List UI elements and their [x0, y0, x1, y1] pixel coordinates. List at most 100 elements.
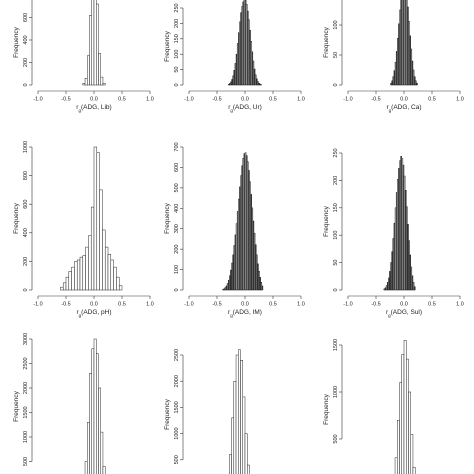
- histogram-bar: [93, 0, 97, 86]
- histogram-bar: [238, 349, 241, 474]
- y-tick-label: 0: [23, 288, 29, 291]
- histogram-bar: [118, 285, 123, 291]
- x-tick-label: -1.0: [33, 97, 42, 103]
- histogram-bar: [401, 354, 405, 474]
- histogram-bar: [102, 83, 106, 86]
- y-tick-label: 800: [23, 171, 29, 180]
- histogram-bar: [244, 433, 248, 474]
- y-tick-label: 200: [23, 58, 29, 67]
- x-tick-label: 0.0: [241, 97, 249, 103]
- x-tick-label: 0.5: [118, 302, 126, 308]
- y-tick-label: 200: [23, 257, 29, 266]
- histogram-panel-4: 0 200 400 600 800 1000 Frequency -1.0 -0.5 0.0 0.5…: [13, 141, 154, 318]
- histogram-bar: [229, 454, 232, 474]
- x-tick-label: 0.5: [428, 302, 436, 308]
- y-tick-label: 500: [174, 183, 180, 192]
- histogram-panel-6: 0 50 100 150 200 250 Frequency -1.0 -0.5 0.0 0.5 1.…: [323, 148, 464, 317]
- y-tick-label: 2000: [174, 375, 180, 387]
- y-axis-label: Frequency: [323, 26, 330, 57]
- x-tick-label: 1.0: [297, 97, 305, 103]
- y-tick-label: 200: [174, 19, 180, 28]
- y-tick-label: 300: [174, 224, 180, 233]
- y-axis-label: Frequency: [164, 30, 171, 61]
- histogram-bar: [79, 256, 84, 291]
- y-tick-label: 1000: [23, 431, 29, 443]
- y-tick-label: 500: [23, 457, 29, 466]
- x-tick-label: -1.0: [184, 302, 193, 308]
- y-tick-label: 2500: [23, 357, 29, 369]
- histogram-bar: [261, 285, 264, 291]
- y-tick-label: 250: [174, 3, 180, 12]
- histogram-bar: [93, 338, 97, 474]
- histogram-bar: [240, 360, 243, 474]
- histogram-bar: [414, 80, 417, 86]
- x-tick-label: 0.0: [90, 97, 98, 103]
- x-tick-label: 0.0: [400, 302, 408, 308]
- y-tick-label: 600: [23, 200, 29, 209]
- y-tick-label: 50: [174, 67, 180, 73]
- y-axis-label: Frequency: [13, 26, 20, 57]
- x-tick-label: -0.5: [371, 97, 380, 103]
- y-tick-label: 600: [174, 163, 180, 172]
- x-tick-label: -1.0: [343, 302, 352, 308]
- x-tick-label: -1.0: [184, 97, 193, 103]
- y-tick-label: 600: [23, 13, 29, 22]
- y-tick-label: 0: [333, 83, 339, 86]
- histogram-bar: [413, 286, 416, 291]
- histogram-panel-5: 0 100 200 300 400 500 600 700 Frequency -1.0 -0.5 0…: [164, 142, 305, 317]
- x-tick-label: -0.5: [371, 302, 380, 308]
- y-tick-label: 1500: [333, 339, 339, 351]
- y-tick-label: 0: [174, 83, 180, 86]
- histogram-bar: [416, 82, 418, 86]
- y-tick-label: 100: [174, 265, 180, 274]
- y-tick-label: 2000: [23, 382, 29, 394]
- histogram-bar: [87, 422, 90, 474]
- histogram-bar: [84, 461, 88, 474]
- y-tick-label: 500: [174, 455, 180, 464]
- x-axis-label: rg(ADG, IM): [228, 309, 262, 318]
- histogram-bar: [88, 235, 92, 291]
- x-tick-label: 1.0: [456, 302, 464, 308]
- histogram-bar: [408, 391, 411, 474]
- histogram-bar: [102, 466, 106, 474]
- histogram-bar: [60, 286, 64, 291]
- histogram-bar: [71, 266, 75, 291]
- histogram-bar: [403, 340, 407, 474]
- histogram-bar: [85, 246, 89, 291]
- histogram-bar: [98, 53, 101, 86]
- y-tick-label: 200: [333, 176, 339, 185]
- y-tick-label: 1000: [333, 386, 339, 398]
- y-tick-label: 500: [333, 434, 339, 443]
- x-tick-label: -1.0: [343, 97, 352, 103]
- histogram-bar: [235, 354, 239, 474]
- y-tick-label: 700: [174, 142, 180, 151]
- histogram-bar: [89, 373, 92, 474]
- histogram-bar: [99, 189, 103, 291]
- histogram-panel-7: 500 1000 1500 2000 2500 3000 Frequency: [13, 333, 106, 474]
- histogram-bar: [82, 255, 86, 291]
- histogram-bar: [96, 152, 100, 291]
- histogram-bar: [65, 276, 70, 291]
- x-tick-label: -0.5: [61, 97, 70, 103]
- x-axis-label: rg(ADG, Ca): [386, 104, 421, 113]
- y-tick-label: 400: [23, 35, 29, 44]
- y-axis-label: Frequency: [164, 398, 171, 429]
- y-tick-label: 0: [23, 83, 29, 86]
- histogram-bar: [62, 282, 67, 291]
- histogram-bar: [397, 419, 400, 474]
- histogram-bar: [96, 3, 99, 86]
- histogram-bar: [90, 206, 95, 291]
- y-tick-label: 2500: [174, 349, 180, 361]
- histogram-panel-9: 500 1000 1500 Frequency: [323, 339, 416, 474]
- histogram-bar: [98, 387, 101, 474]
- x-tick-label: -0.5: [61, 302, 70, 308]
- histogram-bar: [116, 276, 120, 291]
- y-tick-label: 100: [333, 20, 339, 29]
- x-tick-label: 0.0: [400, 97, 408, 103]
- y-axis-label: Frequency: [164, 202, 171, 233]
- histogram-bar: [412, 466, 416, 474]
- histogram-bar: [82, 83, 86, 86]
- y-axis-label: Frequency: [323, 393, 330, 424]
- histogram-bar: [410, 434, 414, 474]
